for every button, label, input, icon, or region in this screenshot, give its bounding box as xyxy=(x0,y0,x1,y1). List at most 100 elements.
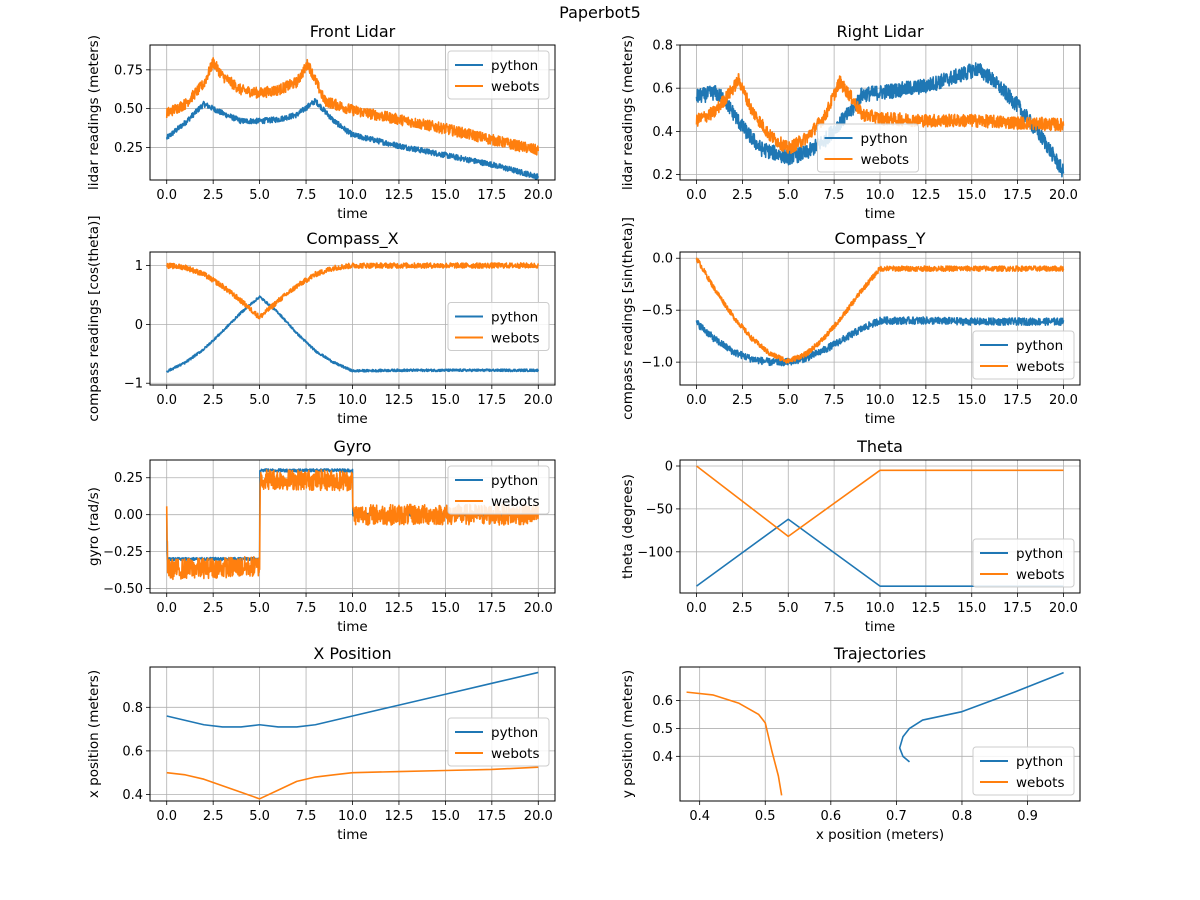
subplot-title: Compass_X xyxy=(306,229,398,249)
x-tick-label: 0.7 xyxy=(886,809,907,824)
x-tick-label: 15.0 xyxy=(431,809,460,824)
series-line-webots xyxy=(695,73,1065,154)
x-tick-label: 20.0 xyxy=(524,393,553,408)
x-tick-label: 17.5 xyxy=(477,188,506,203)
x-tick-label: 17.5 xyxy=(477,601,506,616)
legend-label-webots: webots xyxy=(1016,775,1065,791)
x-tick-label: 7.5 xyxy=(824,393,845,408)
x-tick-label: 7.5 xyxy=(296,188,317,203)
legend-label-webots: webots xyxy=(861,152,910,168)
series-line-webots xyxy=(165,57,540,156)
x-tick-label: 7.5 xyxy=(296,393,317,408)
x-tick-label: 10.0 xyxy=(866,601,895,616)
x-tick-label: 0.9 xyxy=(1017,809,1038,824)
x-tick-label: 2.5 xyxy=(203,188,224,203)
legend-label-python: python xyxy=(491,725,538,741)
legend-label-webots: webots xyxy=(491,79,540,95)
y-tick-label: 0.50 xyxy=(114,102,143,117)
y-tick-label: −1.0 xyxy=(641,356,673,371)
x-tick-label: 10.0 xyxy=(866,188,895,203)
x-tick-label: 0.0 xyxy=(156,393,177,408)
legend: python webots xyxy=(447,465,550,515)
y-tick-label: 0.5 xyxy=(652,722,673,737)
legend-label-python: python xyxy=(861,131,908,147)
x-tick-label: 20.0 xyxy=(524,601,553,616)
x-tick-label: 0.4 xyxy=(689,809,710,824)
x-tick-label: 20.0 xyxy=(524,809,553,824)
x-tick-label: 2.5 xyxy=(732,188,753,203)
y-tick-label: 0.4 xyxy=(652,125,673,140)
legend-label-webots: webots xyxy=(491,494,540,510)
x-tick-label: 2.5 xyxy=(203,809,224,824)
x-tick-label: 7.5 xyxy=(824,188,845,203)
legend: python webots xyxy=(447,717,550,767)
x-tick-label: 17.5 xyxy=(477,393,506,408)
subplot-8: 0.4 0.5 0.6 0.7 0.8 0.9 0.4 0.5 0.6 Trajectories x… xyxy=(620,644,1081,843)
x-tick-label: 2.5 xyxy=(203,601,224,616)
y-tick-label: −0.5 xyxy=(641,304,673,319)
x-tick-label: 0.6 xyxy=(820,809,841,824)
subplot-title: Gyro xyxy=(334,437,372,456)
y-axis-label: x position (meters) xyxy=(86,670,102,798)
series-line-webots xyxy=(166,262,540,320)
figure-suptitle: Paperbot5 xyxy=(559,3,641,22)
y-tick-label: −1 xyxy=(124,377,143,392)
legend: python webots xyxy=(972,746,1075,796)
legend-label-python: python xyxy=(1016,754,1063,770)
x-tick-label: 5.0 xyxy=(249,809,270,824)
x-tick-label: 15.0 xyxy=(957,601,986,616)
x-tick-label: 0.0 xyxy=(156,809,177,824)
series-line-webots xyxy=(695,257,1065,364)
series-line-webots xyxy=(686,691,783,796)
series-group xyxy=(695,62,1065,178)
x-tick-label: 0.0 xyxy=(686,393,707,408)
x-tick-label: 15.0 xyxy=(431,601,460,616)
x-tick-label: 10.0 xyxy=(338,809,367,824)
x-axis-label: time xyxy=(865,411,896,427)
x-tick-label: 7.5 xyxy=(296,809,317,824)
x-axis-label: time xyxy=(337,206,368,222)
legend-label-webots: webots xyxy=(1016,359,1065,375)
x-tick-label: 5.0 xyxy=(778,601,799,616)
x-tick-label: 12.5 xyxy=(911,188,940,203)
legend-label-python: python xyxy=(1016,338,1063,354)
x-axis-label: time xyxy=(337,411,368,427)
x-tick-label: 2.5 xyxy=(732,393,753,408)
subplot-title: Right Lidar xyxy=(836,22,924,41)
y-axis-label: y position (meters) xyxy=(620,670,636,798)
y-tick-label: 0.8 xyxy=(652,39,673,54)
subplot-7: 0.0 2.5 5.0 7.5 10.0 12.5 15.0 17.5 20.0 0.4 0.6 0.… xyxy=(86,644,556,843)
x-tick-label: 12.5 xyxy=(911,393,940,408)
y-tick-label: 0.6 xyxy=(652,694,673,709)
x-tick-label: 12.5 xyxy=(384,393,413,408)
y-tick-label: −100 xyxy=(637,545,673,560)
series-line-python xyxy=(695,62,1065,178)
series-group xyxy=(165,57,540,180)
y-tick-label: 0.00 xyxy=(114,508,143,523)
x-tick-label: 7.5 xyxy=(296,601,317,616)
y-axis-label: lidar readings (meters) xyxy=(620,35,636,190)
x-tick-label: 17.5 xyxy=(1003,393,1032,408)
series-line-python xyxy=(166,671,539,728)
x-tick-label: 10.0 xyxy=(338,601,367,616)
y-axis-label: compass readings [sin(theta)] xyxy=(620,217,636,420)
y-tick-label: −0.25 xyxy=(103,545,143,560)
x-tick-label: 15.0 xyxy=(957,393,986,408)
series-line-python xyxy=(898,671,1064,763)
legend-label-webots: webots xyxy=(1016,567,1065,583)
x-axis-label: time xyxy=(337,827,368,843)
series-group xyxy=(686,671,1064,796)
subplot-title: Compass_Y xyxy=(835,229,926,249)
subplot-title: Theta xyxy=(856,437,903,456)
y-tick-label: 0 xyxy=(665,460,673,475)
series-group xyxy=(165,262,540,373)
legend-label-python: python xyxy=(491,58,538,74)
series-group xyxy=(695,257,1065,367)
x-axis-label: x position (meters) xyxy=(816,827,944,843)
subplot-1: 0.0 2.5 5.0 7.5 10.0 12.5 15.0 17.5 20.0 0.25 0.50… xyxy=(86,22,556,222)
legend-label-python: python xyxy=(491,310,538,326)
y-tick-label: 0.0 xyxy=(652,252,673,267)
y-tick-label: 0.4 xyxy=(652,750,673,765)
legend-label-python: python xyxy=(491,473,538,489)
